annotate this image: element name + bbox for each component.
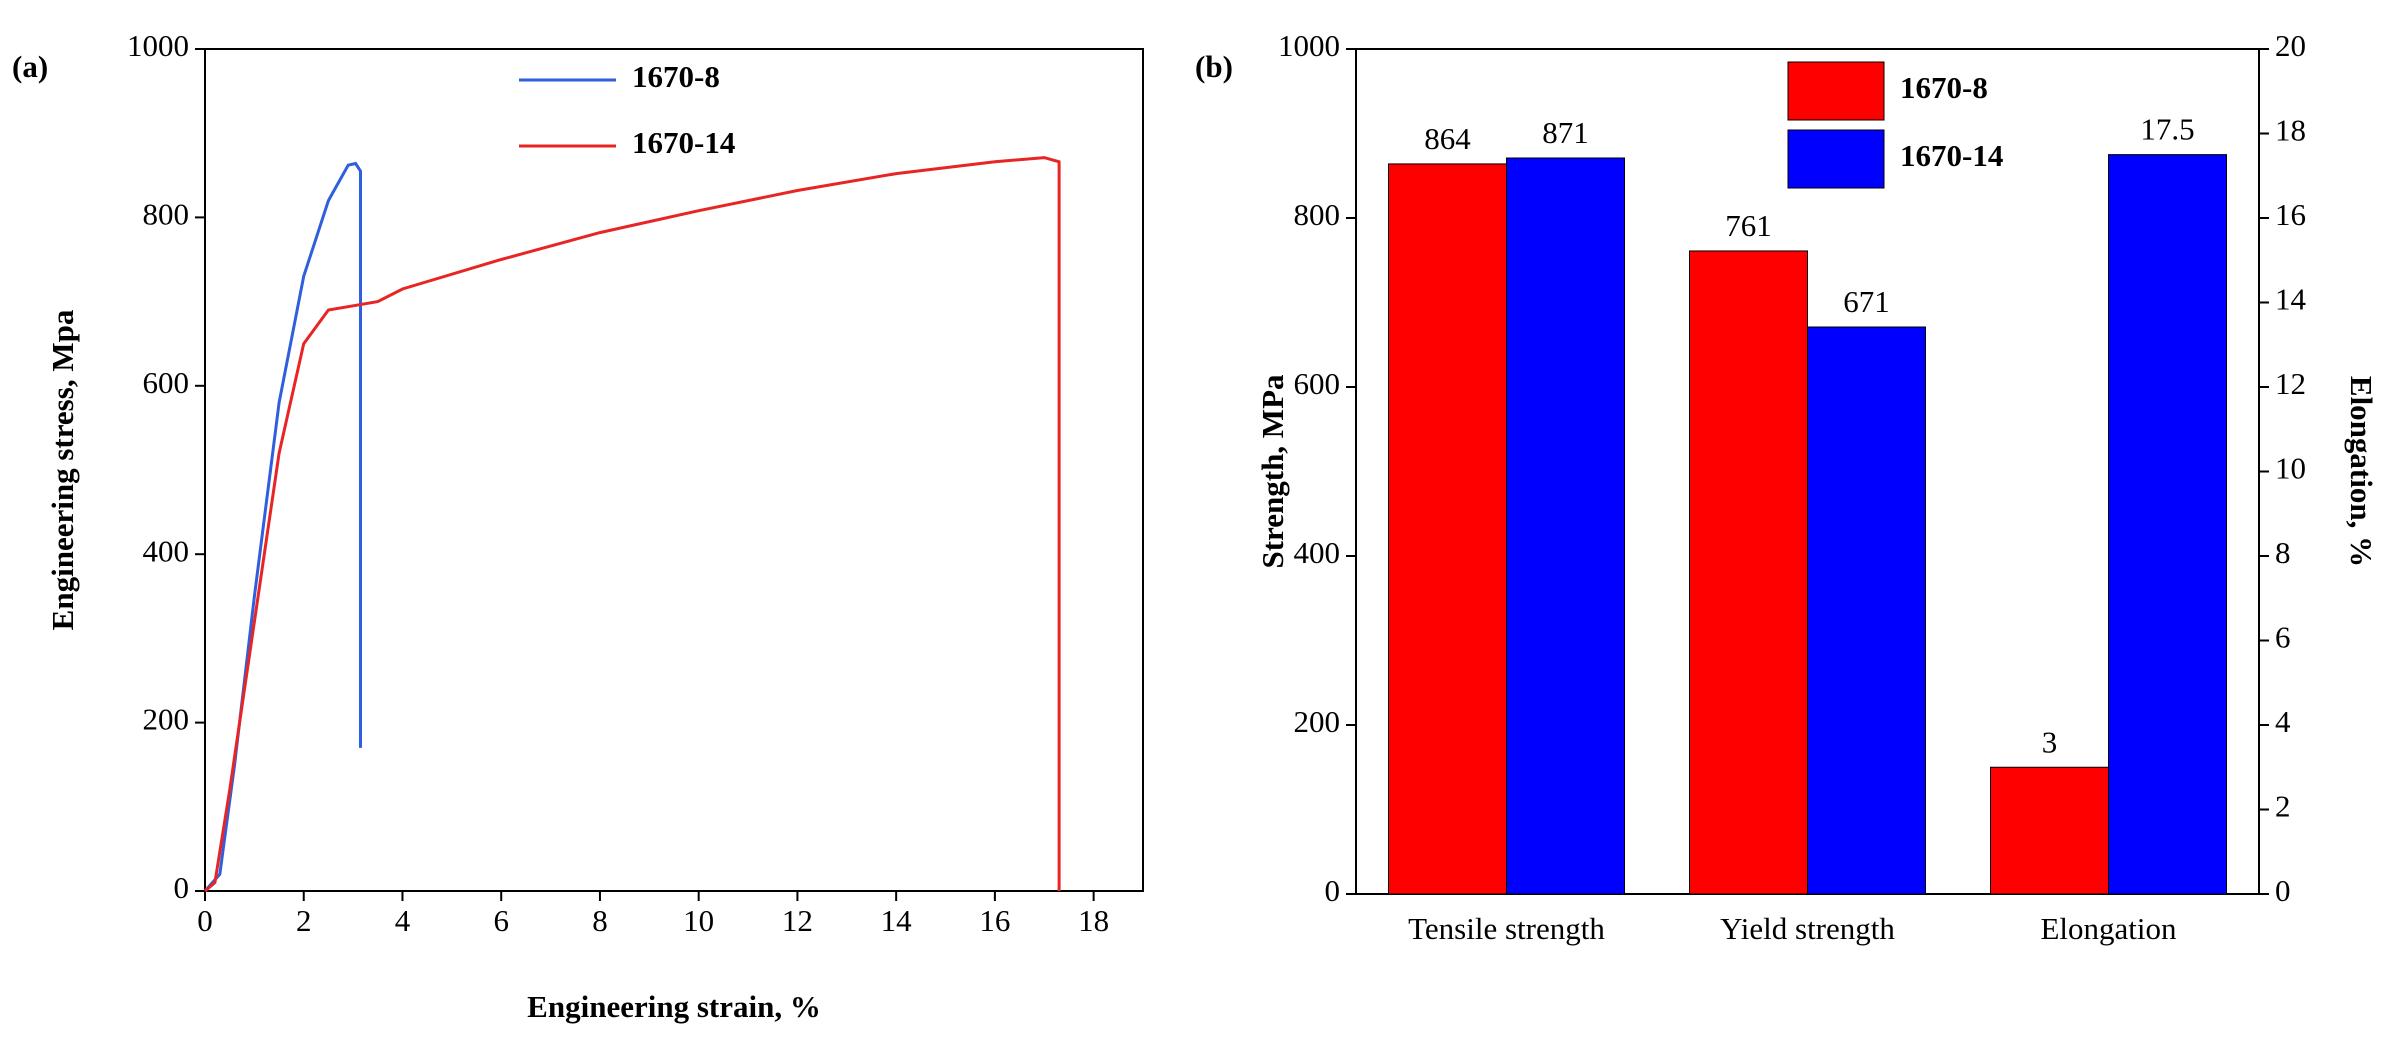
bar-value-label: 671: [1843, 284, 1890, 319]
x-tick-label: Tensile strength: [1408, 911, 1605, 946]
data-line: [204, 156, 1061, 893]
y-tick-label: 800: [1294, 197, 1341, 232]
bar-value-label: 871: [1542, 115, 1589, 150]
bar: [1807, 326, 1926, 895]
y2-tick-label: 4: [2275, 704, 2291, 739]
legend-swatch: [1787, 129, 1885, 189]
y-tick-label: 600: [1294, 366, 1341, 401]
y-tick-label: 200: [143, 702, 190, 737]
y2-tick-label: 2: [2275, 789, 2291, 824]
y2-tick-label: 8: [2275, 535, 2291, 570]
bar: [1689, 250, 1808, 895]
x-tick-label: 6: [493, 903, 509, 938]
y-axis-label: Strength, MPa: [1255, 374, 1290, 569]
y2-tick-label: 0: [2275, 873, 2291, 908]
x-tick-label: 18: [1078, 903, 1109, 938]
panel-label: (b): [1195, 49, 1233, 84]
y-tick-label: 400: [1294, 535, 1341, 570]
plot-frame: [204, 48, 1144, 892]
bar: [1388, 163, 1507, 895]
y-tick-label: 800: [143, 197, 190, 232]
legend-label: 1670-8: [1900, 70, 1988, 105]
y2-axis-label: Elongation, %: [2344, 376, 2379, 567]
y-tick-label: 1000: [1278, 28, 1340, 63]
y2-tick-label: 12: [2275, 366, 2306, 401]
x-tick-label: 16: [979, 903, 1010, 938]
legend-swatch: [1787, 61, 1885, 121]
legend-label: 1670-14: [632, 125, 735, 160]
x-axis-label: Engineering strain, %: [527, 989, 821, 1024]
bar-value-label: 864: [1424, 121, 1471, 156]
y2-tick-label: 16: [2275, 197, 2306, 232]
x-tick-label: 8: [592, 903, 608, 938]
y-tick-label: 0: [174, 870, 190, 905]
x-tick-label: Elongation: [2040, 911, 2177, 946]
x-tick-label: 2: [296, 903, 312, 938]
x-tick-label: 12: [782, 903, 813, 938]
bar: [2108, 154, 2227, 895]
bar: [1506, 157, 1625, 895]
y-tick-label: 200: [1294, 704, 1341, 739]
y-tick-label: 400: [143, 533, 190, 568]
y2-tick-label: 10: [2275, 451, 2306, 486]
x-tick-label: 0: [197, 903, 213, 938]
legend-label: 1670-14: [1900, 138, 2003, 173]
x-tick-label: 14: [881, 903, 913, 938]
legend-label: 1670-8: [632, 59, 720, 94]
x-tick-label: 4: [395, 903, 411, 938]
y-tick-label: 1000: [127, 28, 189, 63]
bar-value-label: 3: [2042, 724, 2058, 759]
y2-tick-label: 20: [2275, 28, 2306, 63]
y2-tick-label: 14: [2275, 282, 2307, 317]
x-tick-label: Yield strength: [1720, 911, 1895, 946]
y2-tick-label: 6: [2275, 620, 2291, 655]
y-tick-label: 0: [1325, 873, 1341, 908]
panel-label: (a): [12, 49, 48, 84]
y2-tick-label: 18: [2275, 113, 2306, 148]
data-line: [203, 161, 362, 892]
bar: [1990, 766, 2109, 895]
bar-value-label: 761: [1725, 208, 1772, 243]
y-axis-label: Engineering stress, Mpa: [45, 309, 80, 630]
y-tick-label: 600: [143, 365, 190, 400]
bar-value-label: 17.5: [2140, 112, 2194, 147]
x-tick-label: 10: [683, 903, 714, 938]
